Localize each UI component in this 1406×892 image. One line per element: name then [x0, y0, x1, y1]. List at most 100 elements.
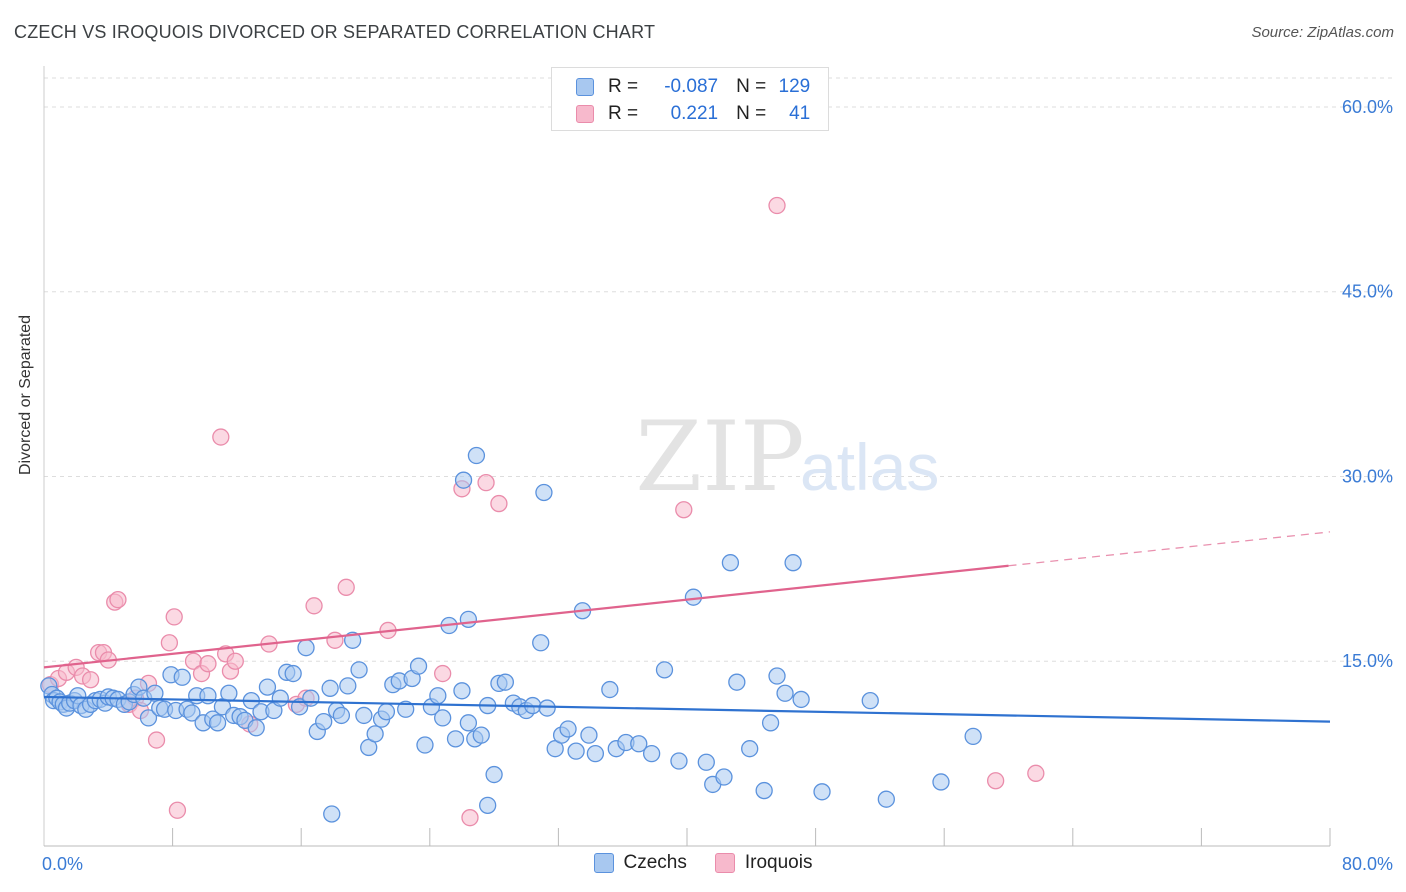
czech-point: [964, 727, 982, 746]
czech-point: [454, 471, 473, 489]
czech-point: [321, 679, 339, 697]
iroquois-point: [768, 196, 786, 215]
iroquois-trend-line: [43, 564, 1009, 669]
czech-point: [302, 689, 320, 707]
legend-item-iroquois: Iroquois: [714, 852, 812, 874]
czech-point: [813, 783, 831, 801]
tick-labels: 15.0% 30.0% 45.0% 60.0% 0.0% 80.0%: [42, 97, 1393, 874]
czech-point: [297, 639, 315, 657]
czech-point: [485, 765, 503, 784]
czech-point: [642, 744, 661, 763]
czech-point: [332, 706, 351, 725]
trend-lines: [43, 531, 1331, 723]
czech-point: [728, 673, 746, 691]
czech-point: [459, 610, 478, 629]
czech-point: [453, 682, 471, 700]
czech-point: [601, 680, 619, 699]
czech-point: [467, 446, 486, 465]
iroquois-point: [305, 597, 323, 615]
iroquois-point: [147, 731, 166, 749]
czech-point: [173, 668, 191, 686]
legend-n-value: 129: [778, 76, 811, 97]
czech-point: [183, 704, 201, 722]
iroquois-point: [199, 655, 217, 673]
czech-point: [139, 709, 158, 727]
czech-point: [366, 725, 384, 743]
czech-point: [355, 706, 373, 725]
czech-point: [567, 742, 585, 760]
watermark-zip: ZIP: [635, 401, 804, 513]
czech-point: [721, 554, 740, 572]
iroquois-point: [675, 501, 693, 519]
legend-r-value: 0.221: [670, 103, 719, 124]
iroquois-point: [1027, 764, 1045, 782]
czech-point: [776, 684, 794, 702]
iroquois-point: [477, 473, 495, 492]
x-tick-label: 0.0%: [42, 854, 83, 874]
czech-point: [877, 790, 895, 808]
czech-legend-icon: [593, 853, 614, 873]
czech-point: [761, 714, 780, 732]
legend-row-czechs: R = -0.087 N = 129: [576, 75, 810, 99]
czech-point: [670, 752, 688, 770]
czech-point: [459, 714, 478, 732]
czech-point: [532, 634, 550, 652]
iroquois-point: [461, 809, 479, 827]
y-tick-label: 60.0%: [1342, 97, 1393, 117]
czech-point: [323, 805, 341, 823]
czech-point: [315, 712, 333, 731]
czech-point: [768, 667, 786, 685]
y-tick-label: 15.0%: [1342, 651, 1393, 671]
iroquois-point: [168, 801, 187, 819]
czech-point: [350, 661, 368, 679]
czech-point: [409, 657, 428, 675]
y-tick-label: 30.0%: [1342, 466, 1393, 486]
iroquois-point: [81, 671, 100, 689]
watermark-atlas: atlas: [800, 430, 939, 504]
czech-point: [416, 736, 434, 754]
czech-point: [655, 661, 674, 679]
legend-r-label: R =: [608, 76, 639, 97]
czech-point: [479, 796, 497, 815]
czech-point: [429, 687, 447, 705]
czech-point: [559, 720, 577, 738]
legend-n-value: 41: [789, 103, 811, 124]
iroquois-point: [226, 652, 244, 670]
czech-point: [741, 740, 759, 758]
czech-point: [247, 719, 265, 737]
iroquois-point: [109, 591, 127, 609]
czech-point: [535, 483, 553, 502]
czech-point: [271, 689, 289, 707]
series-legend: Czechs Iroquois: [0, 852, 1406, 874]
czech-point: [284, 664, 302, 683]
iroquois-point: [212, 428, 230, 446]
czech-trend-line: [43, 695, 1331, 723]
czech-point: [538, 699, 556, 717]
czech-point: [199, 687, 217, 705]
legend-label-czechs: Czechs: [623, 852, 687, 873]
czech-points: [40, 446, 982, 823]
czech-point: [715, 768, 733, 786]
legend-r-value: -0.087: [664, 76, 719, 97]
czech-point: [220, 684, 238, 702]
czech-point: [580, 726, 598, 744]
iroquois-point: [986, 772, 1005, 790]
source-credit: Source: ZipAtlas.com: [1251, 24, 1394, 41]
czech-point: [472, 726, 490, 744]
czech-point: [339, 677, 357, 695]
legend-row-iroquois: R = 0.221 N = 41: [576, 102, 810, 126]
czech-point: [446, 730, 465, 748]
czech-point: [586, 744, 605, 763]
czech-point: [784, 554, 802, 572]
stats-legend: R = -0.087 N = 129 R = 0.221 N = 41: [551, 67, 829, 131]
czech-point: [434, 709, 452, 727]
iroquois-point: [337, 578, 355, 596]
chart-title: CZECH VS IROQUOIS DIVORCED OR SEPARATED …: [14, 22, 656, 42]
czech-point: [377, 703, 396, 721]
czech-point: [697, 753, 715, 771]
czech-point: [397, 700, 415, 718]
czech-point: [208, 714, 227, 732]
iroquois-point: [490, 494, 508, 513]
legend-n-label: N =: [736, 76, 767, 97]
